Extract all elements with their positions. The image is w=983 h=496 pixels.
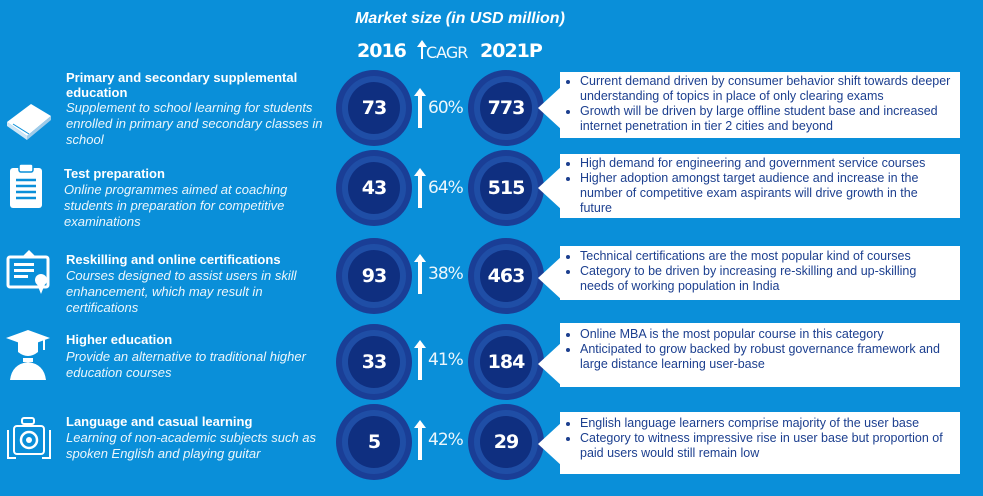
cagr-value: 42% (428, 430, 464, 450)
insight-bullet: Current demand driven by consumer behavi… (580, 74, 952, 104)
insight-bullet: Growth will be driven by large offline s… (580, 104, 952, 134)
cagr-header-arrow-icon (417, 40, 427, 47)
category-description: Learning of non-academic subjects such a… (66, 430, 317, 461)
category-title: Language and casual learning (66, 414, 253, 429)
cagr-value: 64% (428, 178, 464, 198)
market-row: Test preparation Online programmes aimed… (0, 152, 983, 232)
value-2021p: 184 (480, 336, 532, 388)
value-2016-bubble: 33 (342, 330, 406, 394)
market-row: Higher education Provide an alternative … (0, 320, 983, 400)
insight-bullet: Category to be driven by increasing re-s… (580, 264, 952, 294)
camera-icon (6, 416, 58, 468)
value-2016: 33 (348, 336, 400, 388)
insight-bullet: English language learners comprise major… (580, 416, 952, 431)
book-icon (3, 92, 55, 144)
up-arrow-icon (414, 168, 426, 208)
callout-pointer (538, 256, 562, 300)
insight-bullet: High demand for engineering and governme… (580, 156, 952, 171)
insight-bullet: Anticipated to grow backed by robust gov… (580, 342, 952, 372)
category-title: Test preparation (64, 166, 165, 181)
value-2016: 73 (348, 82, 400, 134)
category-description: Provide an alternative to traditional hi… (66, 349, 306, 380)
certificate-icon (6, 250, 58, 302)
value-2016-bubble: 73 (342, 76, 406, 140)
value-2021p-bubble: 515 (474, 156, 538, 220)
insight-box: High demand for engineering and governme… (560, 154, 960, 218)
value-2021p: 515 (480, 162, 532, 214)
insight-bullet: Category to witness impressive rise in u… (580, 431, 952, 461)
callout-pointer (538, 166, 562, 210)
value-2021p: 29 (480, 416, 532, 468)
insight-bullet: Higher adoption amongst target audience … (580, 171, 952, 216)
insight-box: English language learners comprise major… (560, 412, 960, 474)
value-2021p-bubble: 463 (474, 244, 538, 308)
value-2021p-bubble: 29 (474, 410, 538, 474)
graduate-icon (6, 330, 58, 382)
category-description: Online programmes aimed at coaching stud… (64, 182, 288, 229)
up-arrow-icon (414, 420, 426, 460)
cagr-value: 41% (428, 350, 464, 370)
cagr-cell: 64% (414, 168, 484, 208)
chart-title: Market size (in USD million) (355, 10, 565, 27)
value-2016-bubble: 43 (342, 156, 406, 220)
insight-box: Current demand driven by consumer behavi… (560, 72, 960, 138)
callout-pointer (538, 86, 562, 130)
up-arrow-icon (414, 88, 426, 128)
category-title: Higher education (66, 332, 173, 347)
value-2021p-bubble: 773 (474, 76, 538, 140)
cagr-cell: 41% (414, 340, 484, 380)
clipboard-icon (8, 163, 60, 216)
category-description: Courses designed to assist users in skil… (66, 268, 297, 315)
up-arrow-icon (414, 340, 426, 380)
cagr-value: 60% (428, 98, 464, 118)
insight-bullet: Technical certifications are the most po… (580, 249, 952, 264)
insight-bullet: Online MBA is the most popular course in… (580, 327, 952, 342)
insight-box: Online MBA is the most popular course in… (560, 323, 960, 387)
market-row: Reskilling and online certifications Cou… (0, 236, 983, 316)
market-row: Primary and secondary supplemental educa… (0, 70, 983, 150)
callout-pointer (538, 342, 562, 386)
market-row: Language and casual learning Learning of… (0, 406, 983, 486)
value-2016-bubble: 5 (342, 410, 406, 474)
value-2021p: 463 (480, 250, 532, 302)
value-2021p-bubble: 184 (474, 330, 538, 394)
category-description: Supplement to school learning for studen… (66, 100, 323, 147)
value-2016: 93 (348, 250, 400, 302)
insight-box: Technical certifications are the most po… (560, 246, 960, 300)
cagr-value: 38% (428, 264, 464, 284)
header-2021p: 2021P (480, 40, 543, 62)
callout-pointer (538, 422, 562, 466)
value-2016-bubble: 93 (342, 244, 406, 308)
header-cagr: CAGR (426, 43, 468, 62)
up-arrow-icon (414, 254, 426, 294)
value-2016: 43 (348, 162, 400, 214)
cagr-cell: 42% (414, 420, 484, 460)
value-2016: 5 (348, 416, 400, 468)
value-2021p: 773 (480, 82, 532, 134)
category-title: Primary and secondary supplemental educa… (66, 70, 298, 100)
category-title: Reskilling and online certifications (66, 252, 281, 267)
cagr-header-arrow-stem (421, 46, 423, 59)
cagr-cell: 60% (414, 88, 484, 128)
header-2016: 2016 (357, 40, 407, 62)
cagr-cell: 38% (414, 254, 484, 294)
